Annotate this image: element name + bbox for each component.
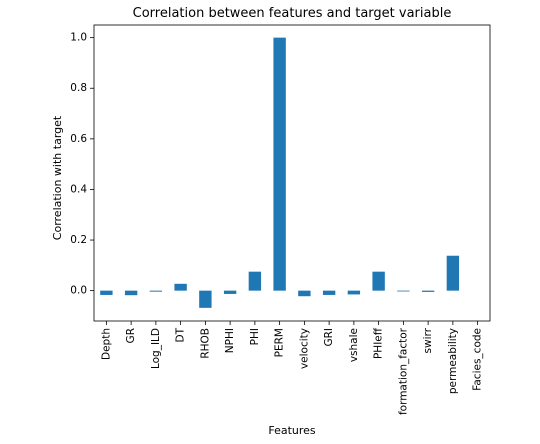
x-tick-label: PHI <box>249 328 261 345</box>
x-tick-label: formation_factor <box>397 327 409 415</box>
bar-perm <box>273 37 286 291</box>
y-axis-label: Correlation with target <box>51 115 64 240</box>
bar-rhob <box>199 290 212 308</box>
x-tick-label: PERM <box>274 328 286 357</box>
y-tick-label: 0.8 <box>70 82 87 94</box>
x-tick-label: NPHI <box>224 328 236 353</box>
x-axis-label: Features <box>268 424 316 437</box>
x-tick-label: GRI <box>323 328 335 347</box>
x-tick-label: permeability <box>447 328 459 394</box>
bar-gri <box>322 290 336 295</box>
y-tick-label: 0.0 <box>70 285 87 297</box>
x-tick-label: Facies_code <box>472 328 484 391</box>
plot-area: Depth GR Log_ILD DT RHOB NPHI PHI PERM velocity G… <box>70 24 491 415</box>
bar-permeability <box>446 255 460 291</box>
bar-log-ild <box>149 290 163 292</box>
bar-swirr <box>421 290 435 292</box>
bar-formation-factor <box>397 290 410 292</box>
bar-phi <box>248 271 262 291</box>
x-tick-label: velocity <box>298 328 310 369</box>
bar-dt <box>174 283 187 291</box>
bar-depth <box>100 290 113 295</box>
plot-frame <box>93 24 491 322</box>
y-tick-label: 0.4 <box>70 183 87 195</box>
y-tick-label: 0.2 <box>70 234 87 246</box>
y-tick-label: 0.6 <box>70 133 87 145</box>
bar-gr <box>124 290 138 296</box>
y-tick-label: 1.0 <box>70 32 87 44</box>
x-tick-label: Depth <box>100 328 112 360</box>
bar-nphi <box>223 290 237 294</box>
x-tick-label: vshale <box>348 328 360 362</box>
bar-vshale <box>347 290 361 295</box>
chart-title: Correlation between features and target … <box>133 6 452 21</box>
x-tick-label: RHOB <box>199 328 211 359</box>
x-tick-label: DT <box>175 327 187 342</box>
x-tick-label: PHIeff <box>373 327 385 359</box>
x-tick-label: GR <box>125 328 137 343</box>
bar-phieff <box>372 271 385 291</box>
bar-velocity <box>298 290 311 297</box>
x-tick-label: swirr <box>422 327 434 353</box>
x-tick-label: Log_ILD <box>150 328 162 369</box>
